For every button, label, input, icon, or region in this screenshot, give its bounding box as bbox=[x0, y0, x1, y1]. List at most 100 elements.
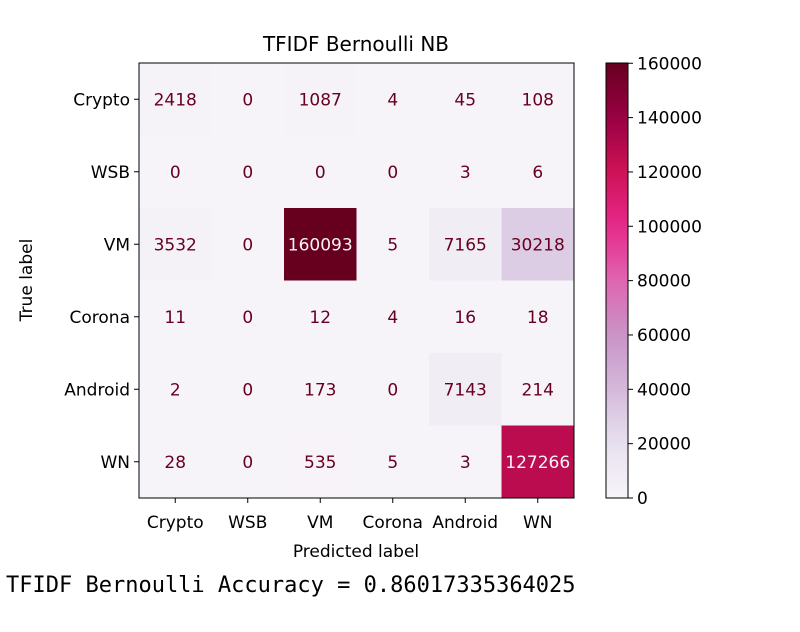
y-tick-label: Corona bbox=[70, 308, 130, 328]
cell-value-label: 535 bbox=[304, 453, 336, 473]
x-tick-label: VM bbox=[307, 513, 333, 533]
y-tick-label: WSB bbox=[91, 163, 130, 183]
heatmap-cell bbox=[211, 425, 285, 499]
cell-value-label: 173 bbox=[304, 380, 336, 400]
cell-value-label: 0 bbox=[242, 380, 253, 400]
chart-title: TFIDF Bernoulli NB bbox=[262, 32, 449, 56]
x-axis-ticks: Crypto WSB VM Corona Android WN bbox=[147, 498, 553, 533]
cell-value-label: 16 bbox=[454, 308, 476, 328]
accuracy-text: TFIDF Bernoulli Accuracy = 0.86017335364… bbox=[6, 573, 576, 598]
cell-value-label: 3 bbox=[460, 453, 471, 473]
cell-value-label: 0 bbox=[387, 380, 398, 400]
heatmap-cell bbox=[429, 353, 502, 426]
heatmap-cell bbox=[429, 208, 502, 281]
cell-value-label: 28 bbox=[164, 453, 186, 473]
cell-value-label: 12 bbox=[309, 308, 331, 328]
cell-value-label: 30218 bbox=[511, 235, 565, 255]
heatmap-cell bbox=[211, 208, 285, 281]
heatmap-cell bbox=[501, 425, 575, 499]
cell-value-label: 3532 bbox=[154, 235, 197, 255]
cell-value-label: 214 bbox=[522, 380, 554, 400]
cell-value-label: 0 bbox=[242, 90, 253, 110]
cell-value-label: 1087 bbox=[299, 90, 342, 110]
heatmap-cell bbox=[284, 208, 357, 281]
heatmap-cell bbox=[356, 208, 430, 281]
cell-value-label: 108 bbox=[522, 90, 554, 110]
colorbar-tick-label: 0 bbox=[637, 489, 648, 509]
cell-value-label: 0 bbox=[242, 235, 253, 255]
heatmap-cell bbox=[284, 353, 357, 426]
heatmap-cell bbox=[501, 63, 575, 136]
y-tick-label: Crypto bbox=[73, 90, 130, 110]
cell-value-label: 11 bbox=[164, 308, 186, 328]
heatmap-cell bbox=[139, 63, 212, 136]
heatmap-cell bbox=[501, 353, 575, 426]
cell-value-label: 5 bbox=[387, 453, 398, 473]
cell-value-label: 18 bbox=[527, 308, 549, 328]
cell-value-label: 45 bbox=[454, 90, 476, 110]
heatmap-cell bbox=[356, 425, 430, 499]
cell-value-label: 3 bbox=[460, 163, 471, 183]
x-tick-label: Crypto bbox=[147, 513, 204, 533]
heatmap-cell bbox=[501, 280, 575, 354]
heatmap-cell bbox=[139, 135, 212, 209]
cell-value-label: 4 bbox=[387, 90, 398, 110]
x-tick-label: WN bbox=[523, 513, 553, 533]
heatmap-cell bbox=[284, 425, 357, 499]
heatmap-cell bbox=[501, 208, 575, 281]
heatmap-cell bbox=[211, 63, 285, 136]
colorbar-tick-label: 60000 bbox=[637, 326, 691, 346]
cell-value-label: 0 bbox=[242, 308, 253, 328]
cell-value-label: 0 bbox=[242, 453, 253, 473]
colorbar-tick-label: 100000 bbox=[637, 217, 702, 237]
heatmap-cell bbox=[211, 353, 285, 426]
cell-value-label: 6 bbox=[532, 163, 543, 183]
y-axis-ticks: Crypto WSB VM Corona Android WN bbox=[64, 90, 139, 473]
colorbar-tick-label: 20000 bbox=[637, 435, 691, 455]
cell-value-label: 0 bbox=[242, 163, 253, 183]
x-axis-label: Predicted label bbox=[293, 542, 419, 560]
cell-value-label: 0 bbox=[387, 163, 398, 183]
heatmap-cell bbox=[284, 280, 357, 354]
plot-frame bbox=[138, 62, 575, 499]
cell-value-label: 5 bbox=[387, 235, 398, 255]
y-tick-label: VM bbox=[104, 235, 130, 255]
heatmap-cell bbox=[211, 135, 285, 209]
heatmap-cell bbox=[139, 353, 212, 426]
cell-value-label: 7143 bbox=[444, 380, 487, 400]
y-tick-label: Android bbox=[64, 380, 130, 400]
heatmap-cell bbox=[139, 280, 212, 354]
heatmap-cell bbox=[501, 135, 575, 209]
heatmap-cell bbox=[429, 280, 502, 354]
heatmap-cell bbox=[356, 280, 430, 354]
colorbar-tick-label: 120000 bbox=[637, 163, 702, 183]
y-tick-label: WN bbox=[100, 453, 130, 473]
heatmap-cell bbox=[429, 63, 502, 136]
heatmap-cell bbox=[429, 135, 502, 209]
heatmap-cell bbox=[356, 63, 430, 136]
cell-value-label: 0 bbox=[315, 163, 326, 183]
x-tick-label: WSB bbox=[228, 513, 267, 533]
heatmap-cell bbox=[429, 425, 502, 499]
cell-value-label: 2 bbox=[170, 380, 181, 400]
cell-value-label: 4 bbox=[387, 308, 398, 328]
colorbar-tick-label: 140000 bbox=[637, 109, 702, 129]
heatmap-cell bbox=[284, 135, 357, 209]
cell-value-label: 127266 bbox=[505, 453, 570, 473]
colorbar-ticks: 0 20000 40000 60000 80000 100000 120000 140000 1… bbox=[628, 54, 702, 509]
colorbar bbox=[605, 62, 629, 499]
cell-value-label: 7165 bbox=[444, 235, 487, 255]
colorbar-tick-label: 40000 bbox=[637, 380, 691, 400]
heatmap-cell bbox=[211, 280, 285, 354]
heatmap-cell bbox=[284, 63, 357, 136]
cell-value-label: 160093 bbox=[288, 235, 353, 255]
heatmap-cell bbox=[139, 425, 212, 499]
cell-value-label: 2418 bbox=[154, 90, 197, 110]
colorbar-tick-label: 160000 bbox=[637, 54, 702, 74]
cell-value-label: 0 bbox=[170, 163, 181, 183]
heatmap-cell bbox=[356, 135, 430, 209]
heatmap-cell bbox=[139, 208, 212, 281]
x-tick-label: Corona bbox=[363, 513, 423, 533]
